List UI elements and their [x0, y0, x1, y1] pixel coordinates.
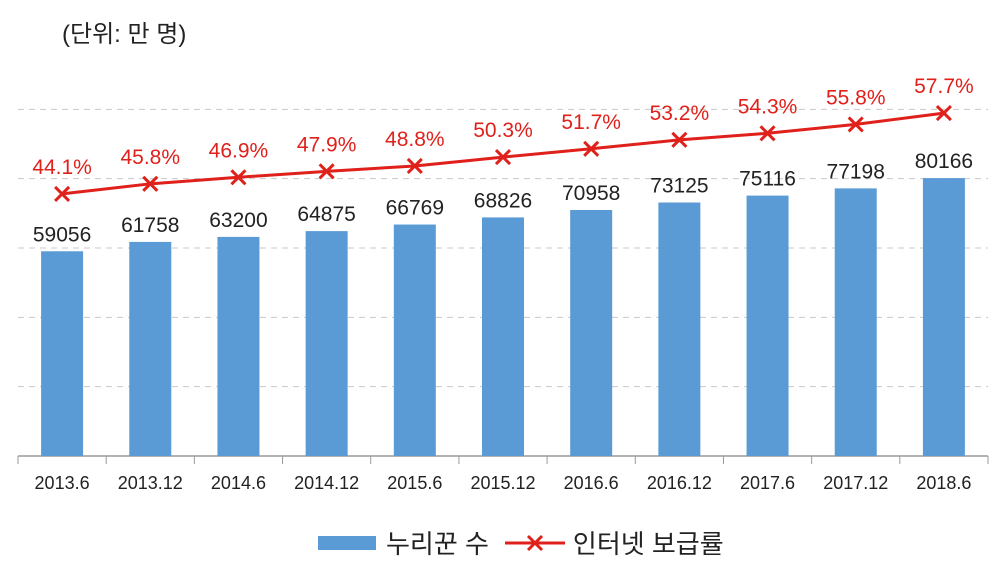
- line-point: [759, 125, 776, 142]
- bar-value-label: 77198: [827, 160, 885, 183]
- x-tick-label: 2015.12: [470, 473, 535, 493]
- line-point: [406, 157, 423, 175]
- line-value-label: 57.7%: [914, 75, 974, 98]
- bar: [393, 224, 436, 456]
- x-tick-label: 2014.12: [294, 473, 359, 493]
- x-tick-label: 2017.6: [740, 473, 795, 493]
- bar-value-label: 59056: [33, 223, 91, 246]
- legend-line-label: 인터넷 보급률: [572, 529, 724, 559]
- bar: [746, 195, 789, 456]
- line-value-label: 46.9%: [209, 139, 269, 162]
- bar: [834, 188, 877, 457]
- line-value-label: 55.8%: [826, 86, 886, 109]
- bar: [129, 241, 172, 456]
- bar: [41, 251, 84, 456]
- line-point: [671, 131, 688, 148]
- x-tick-label: 2013.12: [118, 473, 183, 493]
- line-value-label: 44.1%: [32, 156, 92, 179]
- line-value-label: 45.8%: [120, 146, 180, 169]
- line-value-label: 50.3%: [473, 119, 533, 142]
- line-point: [230, 169, 247, 186]
- line-point: [54, 185, 71, 202]
- legend: 누리꾼 수 인터넷 보급률: [318, 524, 724, 561]
- line-point: [494, 149, 512, 166]
- bar-value-label: 64875: [297, 203, 355, 226]
- unit-label: (단위: 만 명): [62, 21, 187, 48]
- bar: [658, 202, 701, 456]
- bar-value-label: 68826: [474, 189, 532, 212]
- line-value-label: 48.8%: [385, 128, 445, 151]
- bar-value-label: 63200: [209, 209, 267, 232]
- bar: [922, 178, 965, 457]
- line-value-label: 54.3%: [738, 95, 798, 118]
- line-point: [583, 140, 600, 157]
- bar: [305, 231, 348, 456]
- bar-value-label: 61758: [121, 214, 179, 237]
- legend-bar-label: 누리꾼 수: [386, 529, 489, 559]
- line-value-label: 51.7%: [561, 111, 621, 134]
- legend-bar-swatch: [318, 535, 376, 550]
- bar-value-label: 70958: [562, 182, 620, 205]
- line-point: [847, 116, 864, 133]
- x-tick-label: 2014.6: [211, 473, 266, 493]
- line-value-label: 53.2%: [650, 102, 710, 125]
- x-tick-label: 2016.6: [564, 473, 619, 493]
- x-tick-label: 2013.6: [35, 473, 90, 493]
- bar-value-label: 75116: [739, 168, 796, 191]
- bar-value-label: 73125: [650, 175, 708, 198]
- x-tick-label: 2015.6: [387, 473, 442, 493]
- bar: [217, 236, 260, 456]
- x-tick-label: 2018.6: [916, 473, 971, 493]
- line-point: [142, 175, 159, 192]
- bar-value-label: 80166: [915, 150, 973, 173]
- x-tick-label: 2016.12: [647, 473, 712, 493]
- x-tick-label: 2017.12: [823, 473, 888, 493]
- bar: [482, 217, 524, 456]
- legend-line-swatch: [504, 534, 565, 551]
- line-value-label: 47.9%: [297, 133, 357, 156]
- line-point: [318, 163, 335, 180]
- bar-value-label: 66769: [386, 197, 444, 220]
- bar: [570, 210, 613, 456]
- line-point: [935, 105, 952, 122]
